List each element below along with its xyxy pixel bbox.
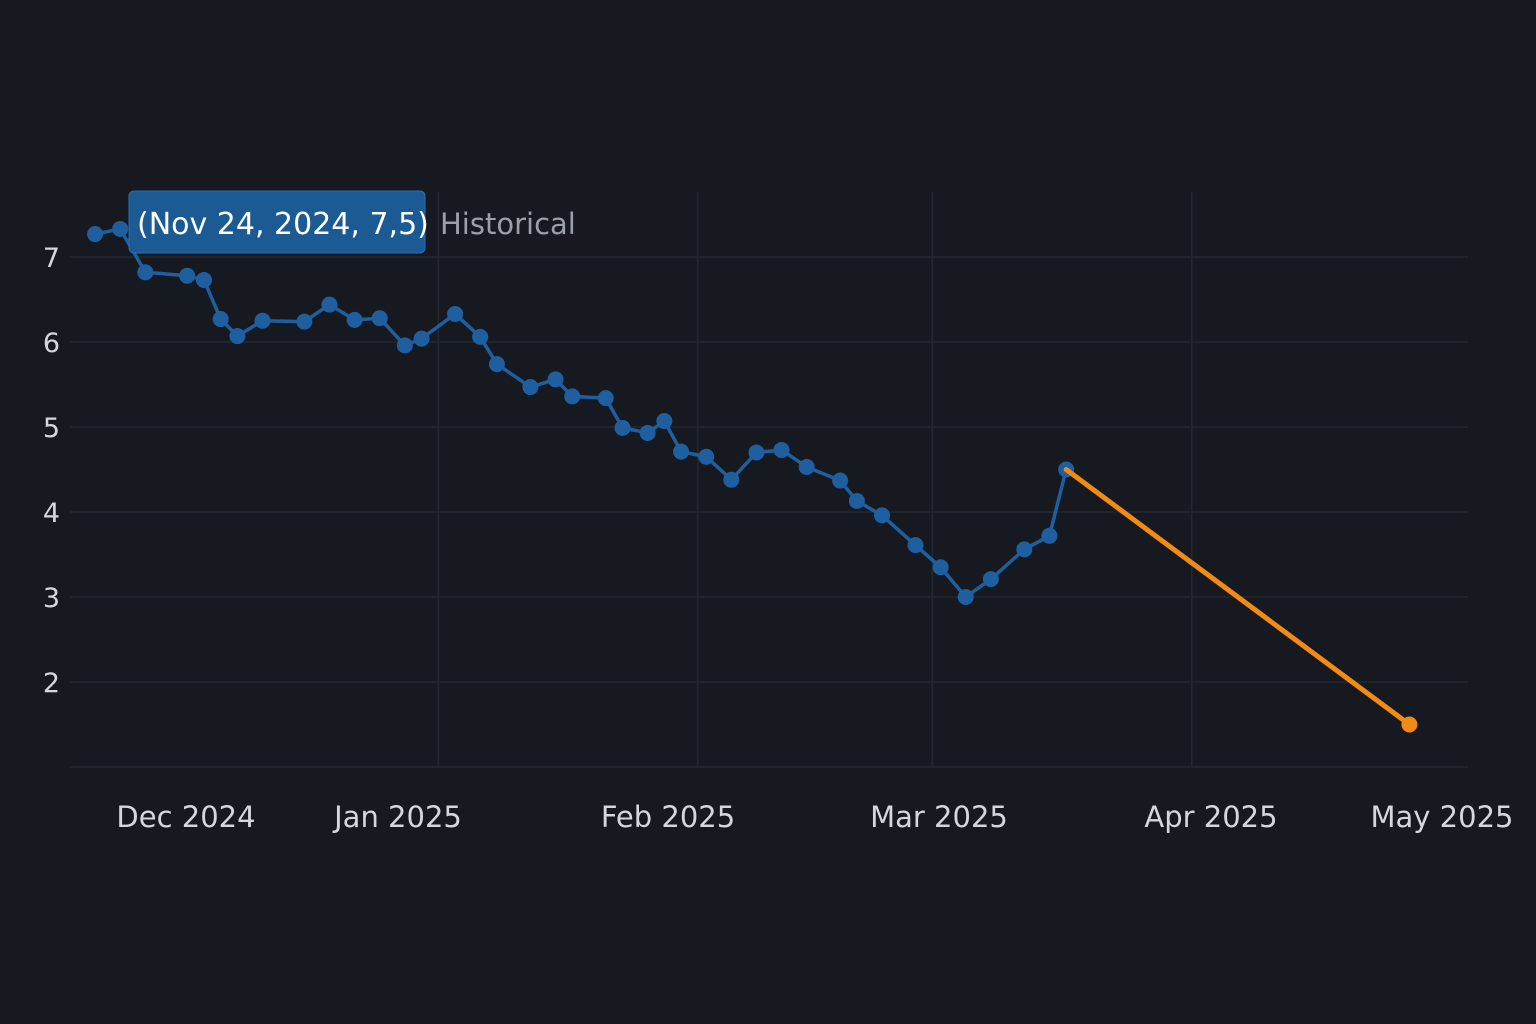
series-forecast (1063, 467, 1418, 733)
data-point[interactable] (112, 220, 129, 237)
tooltip-background (128, 190, 426, 254)
data-point[interactable] (396, 337, 413, 354)
data-point[interactable] (874, 507, 891, 524)
x-tick-label: Feb 2025 (601, 800, 735, 834)
data-point[interactable] (1016, 541, 1033, 558)
data-point[interactable] (87, 226, 104, 243)
data-point[interactable] (195, 271, 212, 288)
data-point[interactable] (371, 310, 388, 327)
y-tick-label: 7 (43, 243, 60, 274)
data-point[interactable] (547, 371, 564, 388)
data-point[interactable] (413, 330, 430, 347)
data-point[interactable] (673, 443, 690, 460)
series-line (93, 227, 1068, 599)
y-tick-label: 2 (43, 668, 60, 699)
data-point[interactable] (982, 571, 999, 588)
data-tooltip: (Nov 24, 2024, 7,5) Historical (128, 190, 576, 254)
data-point[interactable] (656, 413, 673, 430)
y-axis-ticks: 2 3 4 5 6 7 (43, 243, 60, 699)
x-tick-label: Jan 2025 (332, 800, 462, 834)
series-layer (87, 220, 1418, 733)
data-point[interactable] (488, 356, 505, 373)
data-point[interactable] (522, 379, 539, 396)
data-point[interactable] (346, 311, 363, 328)
data-point[interactable] (597, 390, 614, 407)
x-tick-label: Dec 2024 (116, 800, 255, 834)
data-point[interactable] (639, 424, 656, 441)
y-tick-label: 3 (43, 583, 60, 614)
data-point[interactable] (179, 267, 196, 284)
data-point[interactable] (748, 444, 765, 461)
x-tick-label: Apr 2025 (1144, 800, 1277, 834)
data-point[interactable] (723, 471, 740, 488)
data-point[interactable] (773, 441, 790, 458)
x-tick-label: Mar 2025 (870, 800, 1008, 834)
data-point[interactable] (321, 296, 338, 313)
data-point[interactable] (1401, 716, 1418, 733)
data-point[interactable] (1041, 527, 1058, 544)
grid-lines (70, 192, 1468, 768)
data-point[interactable] (614, 419, 631, 436)
y-tick-label: 6 (43, 328, 60, 359)
data-point[interactable] (832, 472, 849, 489)
y-tick-label: 4 (43, 498, 60, 529)
x-tick-label: May 2025 (1371, 800, 1514, 834)
data-point[interactable] (798, 458, 815, 475)
data-point[interactable] (932, 559, 949, 576)
data-point[interactable] (447, 305, 464, 322)
data-point[interactable] (229, 328, 246, 345)
data-point[interactable] (848, 492, 865, 509)
data-point[interactable] (564, 388, 581, 405)
data-point[interactable] (212, 311, 229, 328)
data-point[interactable] (907, 537, 924, 554)
x-axis-ticks: Dec 2024 Jan 2025 Feb 2025 Mar 2025 Apr 2025… (116, 800, 1513, 834)
data-point[interactable] (296, 313, 313, 330)
data-point[interactable] (254, 312, 271, 329)
data-point[interactable] (698, 448, 715, 465)
series-historical (87, 220, 1075, 605)
series-label-historical: Historical (440, 207, 576, 241)
y-tick-label: 5 (43, 413, 60, 444)
data-point[interactable] (137, 264, 154, 281)
tooltip-text: (Nov 24, 2024, 7,5) (137, 207, 429, 242)
series-line (1063, 467, 1412, 727)
data-point[interactable] (472, 328, 489, 345)
data-point[interactable] (957, 589, 974, 605)
